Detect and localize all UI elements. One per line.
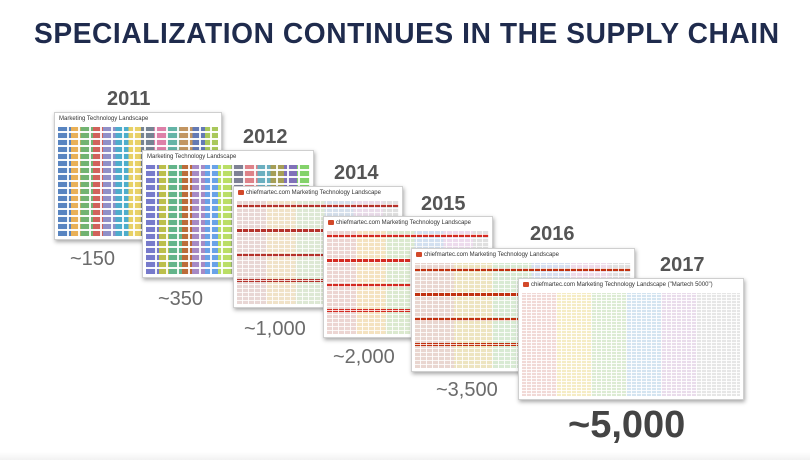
landscape-image-2017: chiefmartec.com Marketing Technology Lan… [518,278,744,400]
year-label-2017: 2017 [660,254,705,276]
vendor-count-2011: ~150 [70,248,116,270]
landscape-header-2011: Marketing Technology Landscape [59,116,149,122]
landscape-header-2015: chiefmartec.com Marketing Technology Lan… [324,217,492,230]
landscape-header-2016: chiefmartec.com Marketing Technology Lan… [412,249,634,262]
chiefmartec-logo-icon [416,252,422,257]
landscape-logo-grid-2017 [522,293,740,396]
vendor-count-2012: ~350 [158,288,204,310]
year-label-2016: 2016 [530,223,575,245]
year-label-2014: 2014 [334,162,379,184]
landscape-header-2017: chiefmartec.com Marketing Technology Lan… [519,279,743,292]
chiefmartec-logo-icon [523,282,529,287]
vendor-count-2015: ~2,000 [333,346,395,368]
year-label-2011: 2011 [107,88,151,110]
vendor-count-2017: ~5,000 [568,404,686,446]
vendor-count-2014: ~1,000 [244,318,306,340]
slide-bottom-edge [0,452,810,460]
chiefmartec-logo-icon [238,190,244,195]
vendor-count-2016: ~3,500 [436,379,498,401]
year-label-2015: 2015 [421,193,466,215]
year-label-2012: 2012 [243,126,288,148]
chiefmartec-logo-icon [328,220,334,225]
slide-title: SPECIALIZATION CONTINUES IN THE SUPPLY C… [34,18,780,50]
landscape-header-2014: chiefmartec.com Marketing Technology Lan… [234,187,402,200]
landscape-header-2012: Marketing Technology Landscape [147,154,237,160]
